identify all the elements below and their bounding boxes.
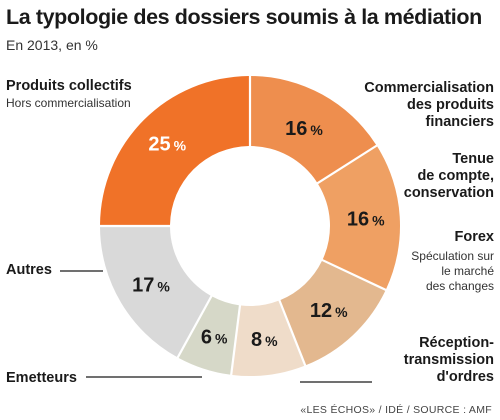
slice-value-label: 25%: [148, 133, 186, 155]
leader-lines: [60, 270, 372, 383]
source-credit: «LES ÉCHOS» / IDÉ / SOURCE : AMF: [300, 404, 492, 416]
slice-value-label: 16%: [285, 118, 323, 140]
slice-value-label: 17%: [132, 275, 170, 297]
slice-category-label: Autres: [6, 262, 52, 278]
donut-slice: [178, 296, 239, 375]
donut-slice: [232, 300, 305, 377]
slice-category-label: Réception-transmission d'ordres: [404, 335, 494, 385]
slice-labels: 16 % Commercialisation des produits financie…: [6, 78, 494, 386]
slice-value-label: 16%: [347, 209, 385, 231]
donut-slice: [100, 227, 211, 357]
donut-slice: [100, 76, 249, 225]
chart-title: La typologie des dossiers soumis à la mé…: [6, 5, 482, 29]
donut-slice: [280, 261, 386, 366]
slice-category-label: Tenue de compte, conservation: [404, 151, 494, 201]
donut-slices: [100, 76, 400, 377]
slice-value-label: 8%: [251, 329, 278, 351]
slice-category-label: Forex Spéculation sur le marché des changes: [411, 229, 494, 293]
chart-subtitle: En 2013, en %: [6, 37, 98, 53]
slice-category-label: Commercialisation des produits financiers: [364, 80, 494, 130]
slice-value-label: 12%: [310, 300, 348, 322]
slice-category-label: Emetteurs: [6, 370, 77, 386]
slice-category-label: Produits collectifs Hors commercialisatio…: [6, 78, 132, 110]
slice-value-label: 6%: [201, 326, 228, 348]
donut-slice: [251, 76, 377, 183]
donut-slice: [318, 146, 400, 289]
